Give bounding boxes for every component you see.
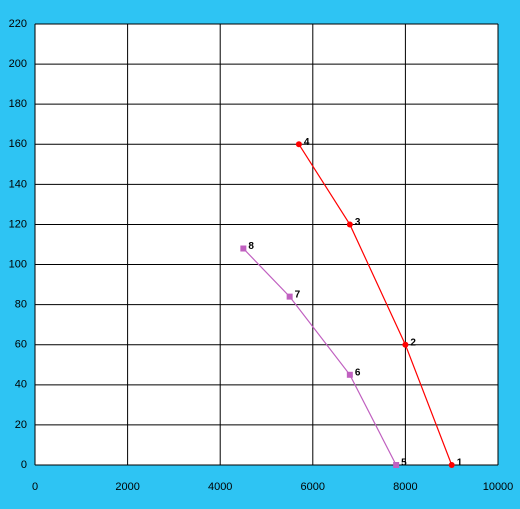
y-tick-label: 0 — [21, 459, 27, 471]
point — [402, 341, 409, 348]
point-label: 4 — [304, 137, 310, 148]
point — [295, 141, 302, 148]
point-label: 1 — [457, 458, 463, 469]
point-label: 3 — [355, 217, 361, 228]
y-tick-label: 60 — [15, 339, 27, 351]
y-tick-label: 220 — [9, 18, 27, 30]
y-tick-label: 180 — [9, 98, 27, 110]
y-tick-label: 80 — [15, 299, 27, 311]
plot-area — [34, 23, 499, 466]
point-label: 5 — [401, 458, 407, 469]
x-tick-label: 4000 — [208, 481, 232, 493]
x-tick-label: 10000 — [483, 481, 514, 493]
series-line — [298, 143, 453, 466]
point — [393, 462, 400, 468]
y-tick-label: 160 — [9, 138, 27, 150]
point-label: 7 — [295, 289, 301, 300]
x-tick-label: 0 — [32, 481, 38, 493]
point — [448, 462, 455, 468]
y-tick-label: 200 — [9, 58, 27, 70]
y-tick-label: 140 — [9, 178, 27, 190]
point-label: 6 — [355, 367, 361, 378]
point — [346, 221, 353, 228]
x-tick-label: 2000 — [115, 481, 139, 493]
point — [346, 371, 353, 378]
y-tick-label: 100 — [9, 258, 27, 270]
x-tick-label: 8000 — [393, 481, 417, 493]
series-line — [242, 248, 397, 466]
y-tick-label: 40 — [15, 379, 27, 391]
x-tick-label: 6000 — [301, 481, 325, 493]
y-tick-label: 20 — [15, 419, 27, 431]
point — [240, 245, 247, 252]
point-label: 2 — [410, 337, 416, 348]
point-label: 8 — [248, 241, 254, 252]
point — [286, 293, 293, 300]
y-tick-label: 120 — [9, 218, 27, 230]
